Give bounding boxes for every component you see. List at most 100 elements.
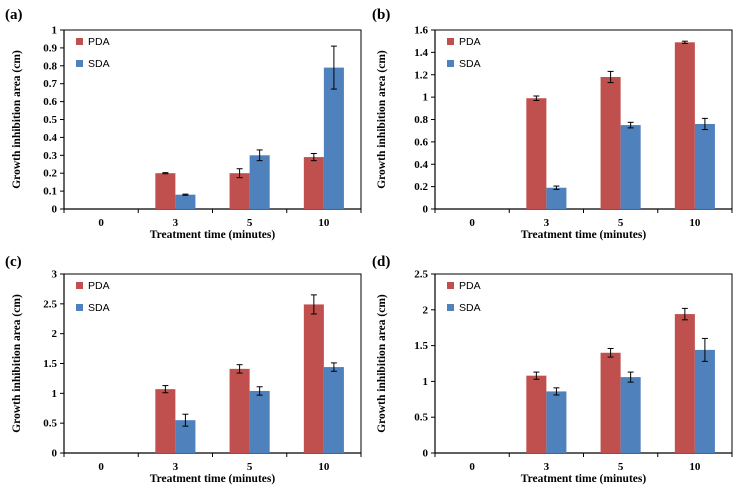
- legend-label-pda: PDA: [459, 36, 481, 48]
- x-tick-label: 3: [173, 461, 179, 473]
- x-tick-label: 5: [247, 461, 253, 473]
- legend-label-pda: PDA: [88, 280, 110, 292]
- chart-panel-d: (d) 0 0.5 1 1.5 2 2.5 0 3 5 10 PDA SDA Treatment time…: [372, 254, 733, 485]
- legend-label-sda: SDA: [459, 58, 481, 70]
- bar-sda: [323, 367, 344, 453]
- y-tick-label: 1: [423, 376, 429, 388]
- bar-sda: [175, 420, 196, 453]
- y-axis-title: Growth inhibition area (cm): [11, 294, 23, 433]
- legend-swatch-pda: [447, 38, 454, 45]
- panel-label: (a): [5, 7, 23, 23]
- y-tick-label: 1: [52, 25, 58, 37]
- x-axis-title: Treatment time (minutes): [150, 473, 276, 485]
- y-tick-label: 0.5: [414, 412, 428, 424]
- y-tick-label: 0.3: [43, 150, 57, 162]
- x-tick-label: 10: [318, 217, 330, 229]
- y-tick-label: 0.8: [43, 60, 57, 72]
- y-tick-label: 2: [423, 304, 429, 316]
- y-tick-label: 0: [52, 448, 58, 460]
- x-tick-label: 3: [173, 217, 179, 229]
- panel-label: (b): [372, 7, 390, 23]
- y-tick-label: 0.7: [43, 78, 57, 90]
- legend-label-sda: SDA: [88, 302, 110, 314]
- legend-swatch-sda: [447, 304, 454, 311]
- y-tick-label: 0: [423, 448, 429, 460]
- legend-swatch-pda: [76, 282, 83, 289]
- x-tick-label: 0: [98, 461, 104, 473]
- y-tick-label: 0.4: [43, 132, 57, 144]
- y-tick-label: 0.6: [414, 136, 428, 148]
- y-tick-label: 0.6: [43, 96, 57, 108]
- legend-swatch-sda: [76, 60, 83, 67]
- x-tick-label: 3: [544, 461, 550, 473]
- bar-pda: [600, 352, 621, 453]
- bar-sda: [620, 377, 641, 453]
- bar-sda: [620, 125, 641, 209]
- chart-panel-b: (b) 0 0.2 0.4 0.6 0.8 1 1.2 1.4 1.6 0 3 5 10 PDA SDA Tre…: [372, 7, 733, 241]
- y-tick-label: 0.1: [43, 186, 57, 198]
- x-axis-title: Treatment time (minutes): [150, 229, 276, 241]
- y-axis-title: Growth inhibition area (cm): [11, 50, 23, 189]
- legend-label-pda: PDA: [88, 36, 110, 48]
- bar-pda: [155, 389, 176, 453]
- y-tick-label: 0.5: [43, 418, 57, 430]
- bar-pda: [229, 173, 250, 209]
- y-tick-label: 3: [52, 269, 58, 281]
- y-tick-label: 0.4: [414, 159, 428, 171]
- legend-label-sda: SDA: [459, 302, 481, 314]
- chart-panel-c: (c) 0 0.5 1 1.5 2 2.5 3 0 3 5 10 PDA SDA Treatment tim…: [5, 254, 362, 485]
- x-tick-label: 3: [544, 217, 550, 229]
- bar-pda: [303, 304, 324, 453]
- y-tick-label: 0.2: [43, 168, 57, 180]
- bar-sda: [323, 67, 344, 209]
- x-tick-label: 0: [98, 217, 104, 229]
- x-axis-title: Treatment time (minutes): [521, 229, 647, 241]
- bar-pda: [600, 76, 621, 209]
- y-tick-label: 0.5: [43, 114, 57, 126]
- bar-pda: [155, 173, 176, 209]
- y-tick-label: 1.5: [414, 340, 428, 352]
- bar-sda: [249, 155, 270, 209]
- y-tick-label: 1.2: [414, 69, 428, 81]
- x-tick-label: 10: [318, 461, 330, 473]
- y-tick-label: 1: [52, 388, 58, 400]
- bar-pda: [526, 98, 547, 209]
- y-tick-label: 0.9: [43, 42, 57, 54]
- legend-swatch-pda: [447, 282, 454, 289]
- y-tick-label: 1: [423, 92, 429, 104]
- chart-panel-a: (a)00.10.20.30.40.50.60.70.80.910 3 5 10PDA…: [5, 7, 362, 241]
- bar-pda: [674, 314, 695, 453]
- y-tick-label: 0: [52, 204, 58, 216]
- y-tick-label: 1.5: [43, 358, 57, 370]
- bar-sda: [694, 349, 715, 453]
- bar-sda: [546, 391, 567, 453]
- y-tick-label: 2.5: [43, 298, 57, 310]
- bar-pda: [526, 375, 547, 453]
- y-axis-title: Growth inhibition area (cm): [376, 294, 388, 433]
- x-tick-label: 10: [689, 217, 701, 229]
- bar-sda: [249, 390, 270, 453]
- legend-label-sda: SDA: [88, 58, 110, 70]
- y-tick-label: 0.8: [414, 114, 428, 126]
- bar-pda: [229, 368, 250, 453]
- y-tick-label: 0.2: [414, 181, 428, 193]
- panel-label: (c): [5, 254, 22, 270]
- y-tick-label: 0: [423, 204, 429, 216]
- x-tick-label: 5: [618, 461, 624, 473]
- y-tick-label: 1.6: [414, 25, 428, 37]
- panel-label: (d): [372, 254, 390, 270]
- bar-pda: [303, 157, 324, 209]
- y-tick-label: 2: [52, 328, 58, 340]
- legend-swatch-sda: [447, 60, 454, 67]
- bar-sda: [546, 187, 567, 209]
- x-tick-label: 5: [247, 217, 253, 229]
- bar-sda: [694, 123, 715, 209]
- x-tick-label: 0: [469, 461, 475, 473]
- y-axis-title: Growth inhibition area (cm): [376, 50, 388, 189]
- x-axis-title: Treatment time (minutes): [521, 473, 647, 485]
- legend-label-pda: PDA: [459, 280, 481, 292]
- y-tick-label: 1.4: [414, 47, 428, 59]
- x-tick-label: 10: [689, 461, 701, 473]
- bar-pda: [674, 42, 695, 210]
